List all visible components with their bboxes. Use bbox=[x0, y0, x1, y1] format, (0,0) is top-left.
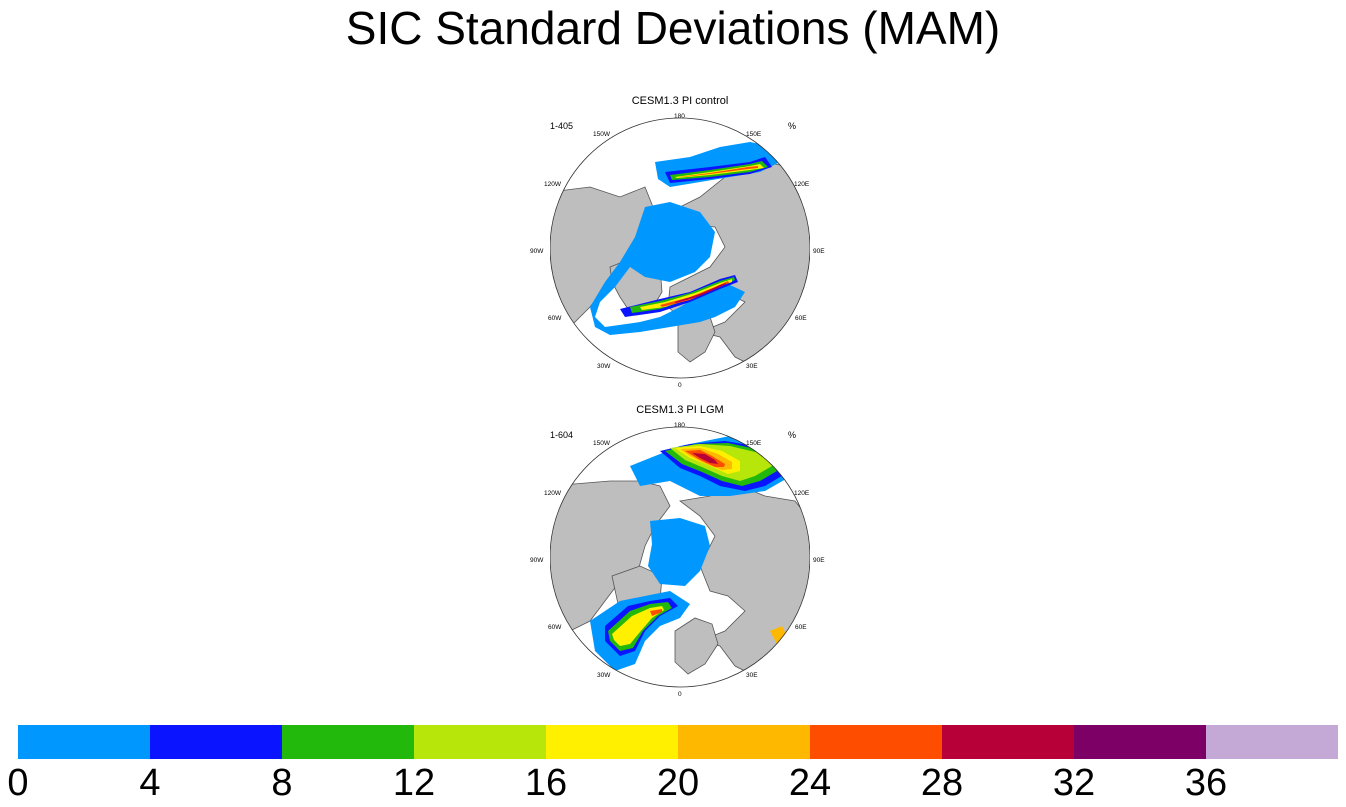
panel-subtitle: 1-405 bbox=[550, 121, 574, 131]
lon-label-120e: 120E bbox=[794, 181, 810, 188]
polar-map bbox=[550, 426, 810, 688]
lon-label-30e: 30E bbox=[746, 363, 758, 370]
ice-atlantic-red bbox=[660, 281, 729, 307]
lon-label-90e: 90E bbox=[813, 557, 825, 564]
lon-label-150e: 150E bbox=[746, 440, 762, 447]
colorbar-segment bbox=[678, 725, 810, 759]
lon-label-60e: 60E bbox=[795, 315, 807, 322]
ice-pacific-darkred bbox=[692, 453, 718, 464]
polar-map bbox=[550, 117, 810, 379]
panel-units: % bbox=[788, 121, 797, 131]
figure-title: SIC Standard Deviations (MAM) bbox=[345, 2, 1001, 54]
ice-atlantic-red bbox=[650, 609, 662, 616]
lon-label-150w: 150W bbox=[593, 131, 610, 138]
lon-label-0: 0 bbox=[678, 691, 682, 698]
panel-title: CESM1.3 PI control bbox=[631, 95, 729, 107]
colorbar-tick: 24 bbox=[788, 762, 832, 804]
panel-title: CESM1.3 PI LGM bbox=[636, 404, 724, 416]
colorbar-segment bbox=[282, 725, 414, 759]
ice-atlantic-darkred bbox=[675, 283, 726, 303]
ice-yellow bbox=[675, 164, 764, 178]
colorbar-tick: 4 bbox=[139, 762, 161, 804]
lon-label-0: 0 bbox=[678, 382, 682, 389]
colorbar-segment bbox=[810, 725, 942, 759]
lon-label-150e: 150E bbox=[746, 131, 762, 138]
colorbar-tick: 28 bbox=[920, 762, 964, 804]
colorbar-tick: 0 bbox=[7, 762, 29, 804]
colorbar-segment bbox=[150, 725, 282, 759]
colorbar-tick: 20 bbox=[656, 762, 700, 804]
colorbar-segment bbox=[1074, 725, 1206, 759]
lon-label-90w: 90W bbox=[530, 248, 544, 255]
ice-arctic-light-blue bbox=[648, 518, 710, 586]
colorbar-segment bbox=[546, 725, 678, 759]
lon-label-60w: 60W bbox=[548, 315, 562, 322]
lon-label-30w: 30W bbox=[597, 363, 611, 370]
ice-atlantic-yellow bbox=[640, 279, 732, 310]
lon-label-60w: 60W bbox=[548, 624, 562, 631]
map-panel-pi-lgm: CESM1.3 PI LGM 1-604 % 180 150E 120E 90E… bbox=[520, 404, 840, 698]
colorbar-segment bbox=[18, 725, 150, 759]
lon-label-120w: 120W bbox=[544, 490, 561, 497]
lon-label-90w: 90W bbox=[530, 557, 544, 564]
land-scandinavia bbox=[674, 617, 719, 675]
colorbar-segment bbox=[942, 725, 1074, 759]
land-eurasia bbox=[679, 485, 810, 677]
ice-atlantic-yellow bbox=[612, 606, 664, 646]
lon-label-180: 180 bbox=[674, 422, 685, 429]
colorbar bbox=[18, 725, 1338, 759]
ice-red bbox=[680, 166, 758, 177]
lon-label-180: 180 bbox=[674, 113, 685, 120]
colorbar-tick: 32 bbox=[1052, 762, 1096, 804]
lon-label-30e: 30E bbox=[746, 672, 758, 679]
panel-subtitle: 1-604 bbox=[550, 430, 574, 440]
lon-label-150w: 150W bbox=[593, 440, 610, 447]
lon-label-120e: 120E bbox=[794, 490, 810, 497]
map-panel-pi-control: CESM1.3 PI control 1-405 % 180 150E 120E… bbox=[520, 95, 840, 389]
lon-label-120w: 120W bbox=[544, 181, 561, 188]
colorbar-tick: 36 bbox=[1184, 762, 1228, 804]
colorbar-segment bbox=[414, 725, 546, 759]
panel-units: % bbox=[788, 430, 797, 440]
colorbar-tick: 12 bbox=[392, 762, 436, 804]
lon-label-60e: 60E bbox=[795, 624, 807, 631]
ice-band-light-blue bbox=[590, 202, 745, 335]
colorbar-tick: 16 bbox=[524, 762, 568, 804]
lon-label-90e: 90E bbox=[813, 248, 825, 255]
colorbar-tick: 8 bbox=[271, 762, 293, 804]
colorbar-segment bbox=[1206, 725, 1338, 759]
lon-label-30w: 30W bbox=[597, 672, 611, 679]
